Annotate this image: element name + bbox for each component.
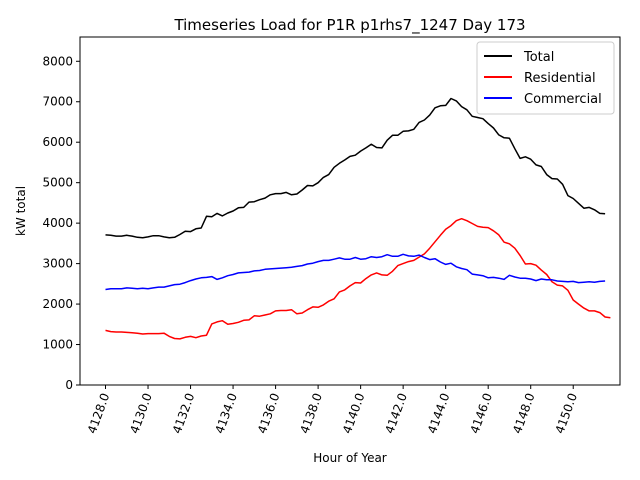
x-axis-label: Hour of Year (313, 451, 387, 465)
series-lines (105, 97, 611, 340)
y-tick-label: 5000 (42, 176, 73, 190)
y-tick-label: 6000 (42, 135, 73, 149)
y-tick-label: 3000 (42, 257, 73, 271)
y-tick-label: 7000 (42, 95, 73, 109)
legend-label-total: Total (523, 50, 554, 65)
series-line-commercial (105, 253, 606, 291)
series-line-total (105, 97, 606, 239)
y-tick-label: 1000 (42, 338, 73, 352)
y-tick-label: 8000 (42, 54, 73, 68)
y-axis-label: kW total (14, 186, 28, 236)
legend-label-residential: Residential (524, 71, 596, 86)
y-tick-label: 2000 (42, 297, 73, 311)
legend: Total Residential Commercial (476, 41, 615, 115)
y-tick-label: 0 (65, 378, 73, 392)
legend-label-commercial: Commercial (524, 92, 602, 107)
legend-box (476, 41, 615, 115)
chart-title: Timeseries Load for P1R p1rhs7_1247 Day … (173, 16, 525, 35)
series-line-residential (105, 217, 611, 340)
axes-frame (79, 36, 621, 386)
y-tick-label: 4000 (42, 216, 73, 230)
